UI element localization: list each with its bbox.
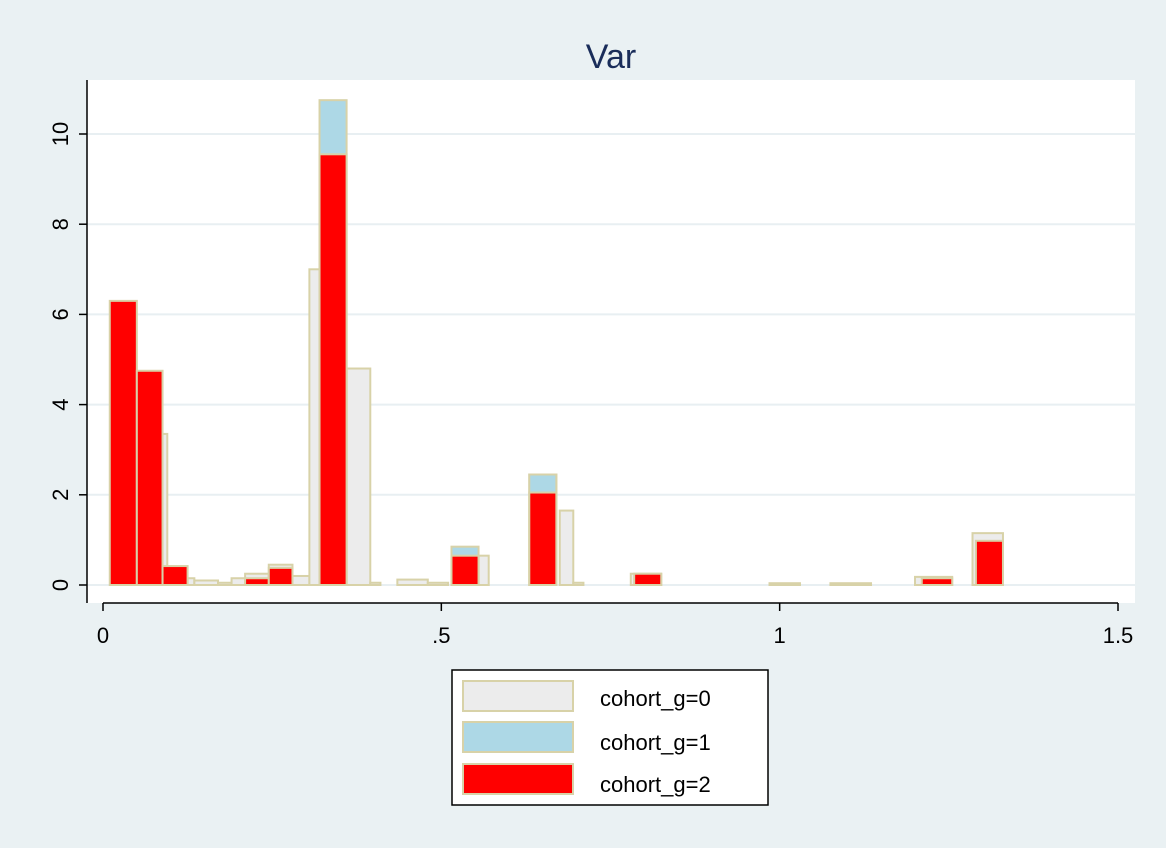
bar-series-0 <box>829 582 873 586</box>
y-tick-label: 6 <box>48 308 73 320</box>
grid-layer <box>87 133 1135 586</box>
y-tick-label: 10 <box>48 122 73 146</box>
bar-series-2 <box>450 554 480 586</box>
bar-series-0 <box>426 581 450 586</box>
bars-layer <box>108 99 1004 587</box>
bar-series-2 <box>161 565 189 586</box>
plot-area <box>87 80 1135 603</box>
bar-series-0 <box>291 574 311 586</box>
bar-series-0 <box>396 578 429 587</box>
bar-series-2 <box>244 577 270 586</box>
legend-swatch-cohort-g-1 <box>462 721 574 753</box>
bar-series-2 <box>318 153 348 586</box>
bar-series-0 <box>186 577 196 586</box>
legend-swatch-cohort-g-2 <box>462 763 574 795</box>
bar-series-2 <box>135 369 164 586</box>
legend: cohort_g=0 cohort_g=1 cohort_g=2 <box>451 669 769 806</box>
bar-series-0 <box>558 509 575 586</box>
legend-label-cohort-g-1: cohort_g=1 <box>600 730 711 755</box>
legend-label-cohort-g-0: cohort_g=0 <box>600 686 711 711</box>
bar-series-2 <box>528 491 558 587</box>
y-tick-label: 8 <box>48 218 73 230</box>
bar-series-0 <box>193 579 220 586</box>
y-tick-label: 2 <box>48 489 73 501</box>
x-tick-label: 0 <box>97 623 109 648</box>
bar-series-0 <box>217 581 233 586</box>
bar-series-0 <box>369 581 382 586</box>
axes-layer: 0 2 4 6 8 10 0 .5 1 1.5 <box>48 80 1133 648</box>
y-tick-label: 4 <box>48 398 73 410</box>
bar-series-2 <box>108 299 138 586</box>
bar-series-2 <box>920 577 954 586</box>
legend-label-cohort-g-2: cohort_g=2 <box>600 772 711 797</box>
x-tick-label: 1.5 <box>1103 623 1134 648</box>
x-tick-label: 1 <box>774 623 786 648</box>
bar-series-0 <box>230 577 247 586</box>
bar-series-2 <box>633 572 663 586</box>
chart-title: Var <box>586 38 636 76</box>
x-tick-label: .5 <box>432 623 450 648</box>
y-tick-label: 0 <box>48 579 73 591</box>
bar-series-0 <box>768 582 801 586</box>
bar-series-2 <box>267 566 294 586</box>
bar-series-0 <box>345 367 372 586</box>
bar-series-0 <box>477 554 490 586</box>
bar-series-0 <box>308 268 321 586</box>
legend-swatch-cohort-g-0 <box>462 680 574 712</box>
bar-series-2 <box>974 539 1004 586</box>
bar-series-0 <box>572 581 585 586</box>
